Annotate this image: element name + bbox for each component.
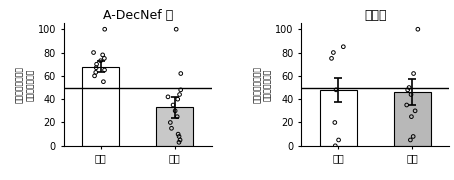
Bar (82, 67, 119, 146)
Title: A-DecNef 群: A-DecNef 群 (103, 9, 173, 22)
Point (407, 139, 414, 141)
Point (330, 51, 337, 54)
Point (93, 66, 100, 69)
Point (332, 88, 340, 91)
Point (174, 133, 182, 136)
Bar (394, 92, 431, 146)
Point (101, 28, 109, 31)
Point (164, 95, 172, 98)
Point (175, 141, 183, 144)
Point (411, 109, 419, 112)
Point (172, 109, 179, 112)
Point (331, 144, 339, 147)
Point (407, 93, 415, 96)
Point (174, 98, 181, 101)
Point (177, 72, 184, 75)
Bar (156, 107, 193, 146)
Point (91, 74, 98, 77)
Point (176, 93, 183, 96)
Point (331, 121, 338, 124)
Point (403, 103, 410, 106)
Point (99, 53, 106, 56)
Point (340, 45, 347, 48)
Point (404, 88, 411, 91)
Bar (320, 90, 357, 146)
Y-axis label: 白黒刷激に対する
赤反応率（％）: 白黒刷激に対する 赤反応率（％） (253, 66, 272, 103)
Point (410, 72, 417, 75)
Point (97, 59, 104, 62)
Point (169, 103, 177, 106)
Point (100, 80, 107, 83)
Y-axis label: 白黒刷激に対する
赤反応率（％）: 白黒刷激に対する 赤反応率（％） (15, 66, 35, 103)
Point (93, 63, 100, 66)
Point (175, 135, 183, 138)
Point (92, 71, 99, 74)
Point (410, 135, 417, 138)
Point (168, 127, 175, 130)
Point (101, 57, 108, 60)
Point (167, 121, 174, 124)
Point (328, 57, 335, 60)
Point (408, 115, 415, 118)
Point (173, 28, 180, 31)
Point (177, 139, 184, 141)
Point (90, 51, 97, 54)
Title: 比較群: 比較群 (364, 9, 386, 22)
Point (414, 28, 421, 31)
Point (173, 115, 181, 118)
Point (405, 86, 413, 89)
Point (101, 69, 108, 71)
Point (335, 139, 342, 141)
Point (177, 88, 184, 91)
